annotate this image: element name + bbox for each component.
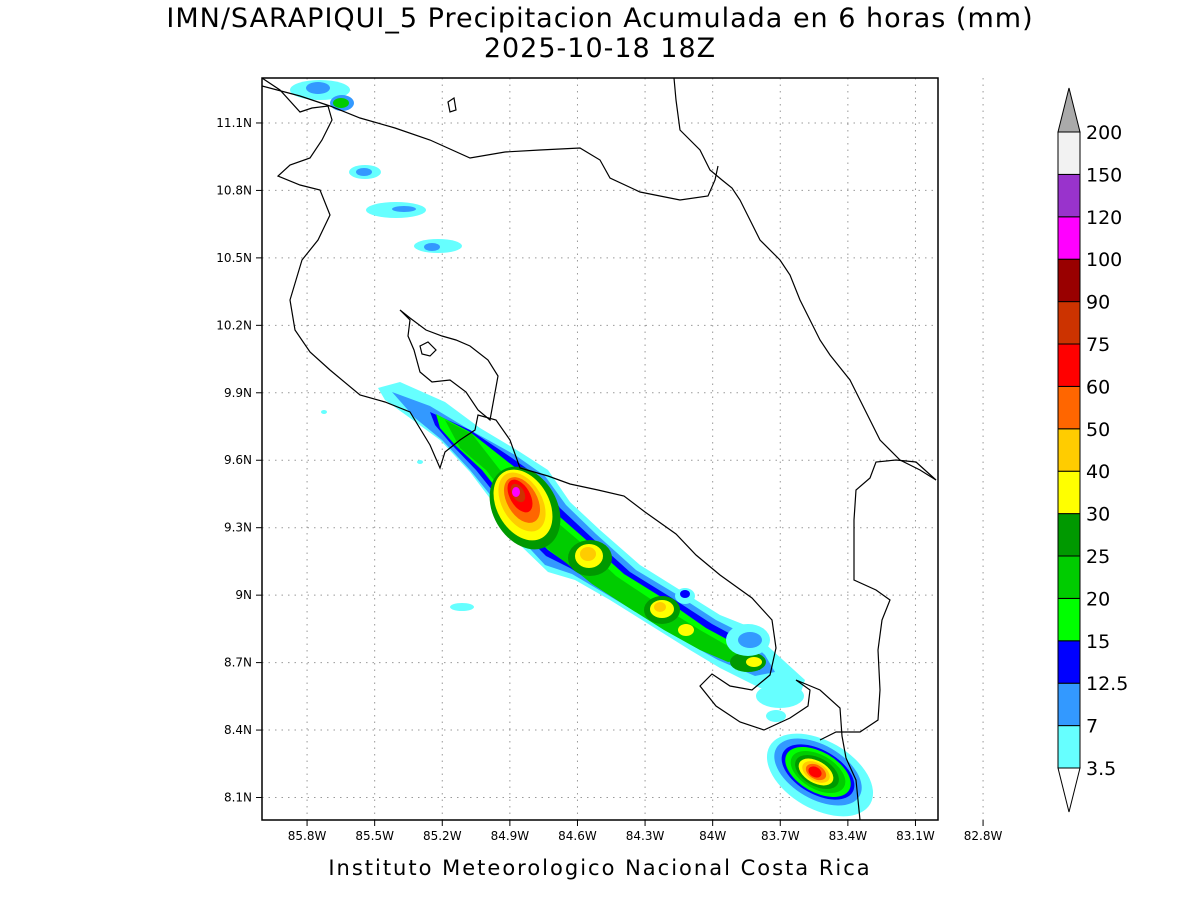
precip-cell [680,590,690,598]
nicaragua-border [262,85,719,201]
colorbar-label: 50 [1086,419,1110,441]
caribbean-coast [673,78,937,481]
lat-tick-label: 9.6N [224,453,252,467]
precip-cell [738,632,762,648]
colorbar-label: 15 [1086,631,1110,653]
colorbar-segment [1057,131,1081,175]
latitude-axis: 11.1N 10.8N 10.5N 10.2N 9.9N 9.6N 9.3N 9N 8.7N 8.… [216,116,262,805]
chart-title: IMN/SARAPIQUI_5 Precipitacion Acumulada … [166,3,1034,34]
colorbar-segment [1057,385,1081,430]
precip-cell [356,168,372,176]
lon-tick-label: 83.7W [761,829,800,843]
colorbar-label: 90 [1086,292,1110,314]
lat-tick-label: 9N [235,588,252,602]
gulf-islet [419,341,437,357]
map-grid [262,78,984,820]
chart-subtitle: 2025-10-18 18Z [483,33,717,64]
precip-cell [333,98,349,108]
colorbar-label: 40 [1086,461,1110,483]
colorbar-label: 30 [1086,504,1110,526]
colorbar-label: 120 [1086,207,1122,229]
colorbar-label: 20 [1086,588,1110,610]
lat-tick-label: 9.9N [224,386,252,400]
lon-tick-label: 85.8W [288,829,327,843]
colorbar-label: 25 [1086,546,1110,568]
lon-tick-label: 85.2W [423,829,462,843]
precip-band-40 [580,547,596,561]
colorbar-segment [1057,216,1081,260]
lon-tick-label: 84.9W [491,829,530,843]
colorbar-label: 150 [1086,164,1122,186]
colorbar-label: 75 [1086,334,1110,356]
colorbar-segment [1057,682,1081,727]
precip-cell [392,206,416,212]
colorbar-upper-arrow [1057,87,1081,133]
lon-tick-label: 84.3W [626,829,665,843]
colorbar-segment [1057,343,1081,387]
nicoya-peninsula [399,309,499,422]
lat-tick-label: 10.5N [216,251,252,265]
colorbar-segment [1057,173,1081,218]
pacific-coast [262,78,861,820]
colorbar-segment [1057,555,1081,599]
precip-cell [756,684,804,708]
lat-tick-label: 10.2N [216,318,252,332]
colorbar-segment [1057,301,1081,345]
lat-tick-label: 8.4N [224,723,252,737]
colorbar-segment [1057,258,1081,303]
lon-tick-label: 83.1W [896,829,935,843]
coastlines [262,78,937,820]
precip-cell [424,243,440,251]
colorbar-segment [1057,428,1081,472]
lat-tick-label: 11.1N [216,116,252,130]
precip-cell [450,603,474,611]
colorbar-label: 200 [1086,122,1122,144]
precip-band-100 [512,487,520,497]
colorbar-segment [1057,597,1081,642]
island [447,96,457,113]
lon-tick-label: 84.6W [558,829,597,843]
precip-band-20 [445,420,744,662]
lat-tick-label: 8.7N [224,656,252,670]
colorbar-segment [1057,640,1081,684]
panama-border [819,459,937,741]
colorbar-label: 12.5 [1086,673,1128,695]
precip-cell [766,710,786,722]
colorbar-label: 60 [1086,376,1110,398]
lat-tick-label: 9.3N [224,521,252,535]
lon-tick-label: 83.4W [829,829,868,843]
colorbar-segment [1057,725,1081,769]
longitude-axis: 85.8W 85.5W 85.2W 84.9W 84.6W 84.3W 84W 83.7W 83… [288,820,1003,843]
precip-cell-south-60 [808,766,822,778]
precip-cell [417,460,423,464]
lon-tick-label: 82.8W [964,829,1003,843]
precip-band-30 [746,657,762,667]
colorbar-label: 7 [1086,716,1098,738]
colorbar-label: 3.5 [1086,758,1116,780]
plot-frame [261,77,939,821]
lon-tick-label: 84W [699,829,726,843]
precip-band-40 [654,602,666,612]
precip-band-30 [678,624,694,636]
precip-cell [306,82,330,94]
footer-credit: Instituto Meteorologico Nacional Costa R… [328,856,872,880]
colorbar-lower-arrow [1057,767,1081,813]
precipitation-field [290,80,874,817]
colorbar-segment [1057,470,1081,515]
lon-tick-label: 85.5W [355,829,394,843]
lat-tick-label: 10.8N [216,183,252,197]
colorbar-segment [1057,513,1081,557]
precip-cell [321,410,327,414]
lat-tick-label: 8.1N [224,791,252,805]
colorbar-label: 100 [1086,249,1122,271]
colorbar: 3.5 7 12.5 15 20 25 30 40 50 60 75 90 100 120 150 200 [1057,87,1128,813]
